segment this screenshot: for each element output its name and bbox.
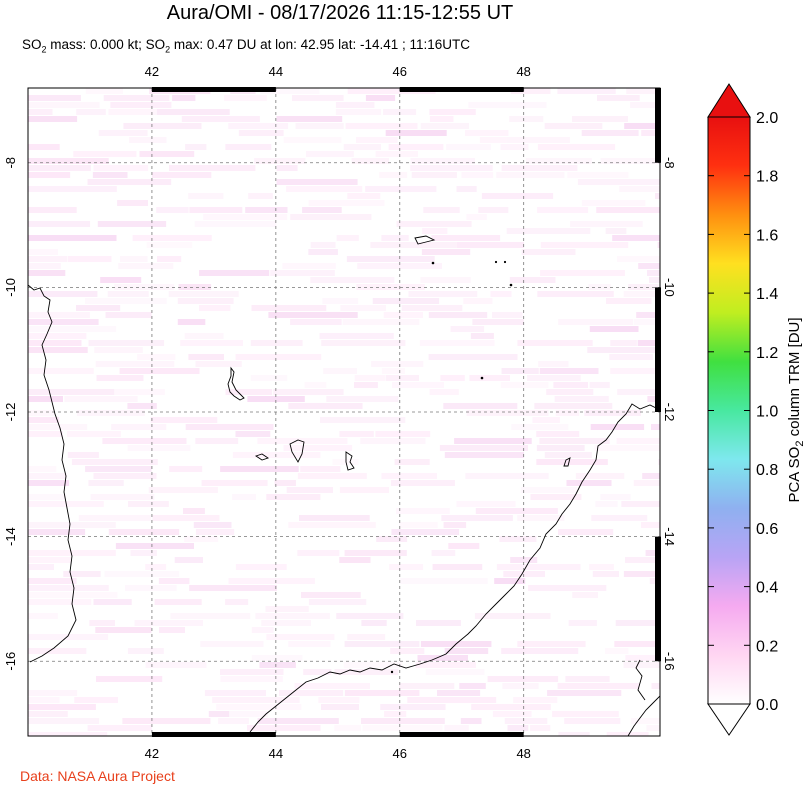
coastlines [28, 235, 660, 736]
lat-tick-label-left: -12 [3, 403, 18, 422]
lat-tick-label-left: -8 [3, 157, 18, 169]
colorbar-tick-label: 0.0 [756, 697, 778, 714]
colorbar-tick-label: 0.4 [756, 580, 778, 597]
lat-tick-label-right: -12 [662, 403, 677, 422]
colorbar-tick-label: 0.6 [756, 521, 778, 538]
colorbar-tick-label: 1.8 [756, 169, 778, 186]
axis-tick-labels: 42 42 44 44 46 46 48 48 -8 -8 -10 -10 -12 -12 -14 -14 -1… [3, 64, 677, 761]
lon-tick-label-bottom: 48 [516, 746, 530, 761]
lat-tick-label-right: -14 [662, 527, 677, 546]
so2-retrieval-haze [28, 88, 660, 736]
lat-tick-label-left: -14 [3, 527, 18, 546]
frame-bar-bottom [399, 732, 524, 737]
frame-bar-bottom [151, 732, 276, 737]
frame-bar-top [151, 87, 276, 92]
lat-tick-label-left: -16 [3, 652, 18, 671]
colorbar-tick-label: 1.0 [756, 404, 778, 421]
lat-tick-label-right: -8 [662, 157, 677, 169]
colorbar-min-arrow [707, 703, 751, 736]
data-credit: Data: NASA Aura Project [20, 768, 175, 784]
colorbar-tick-label: 0.8 [756, 462, 778, 479]
colorbar-label: PCA SO2 column TRM [DU] [786, 317, 806, 502]
lon-tick-label-top: 42 [145, 64, 159, 79]
map-grid [28, 88, 660, 736]
lat-tick-label-right: -10 [662, 278, 677, 297]
lat-tick-label-right: -16 [662, 652, 677, 671]
frame-bar-right [655, 88, 661, 163]
colorbar-tick-label: 2.0 [756, 110, 778, 127]
colorbar-tick-label: 1.4 [756, 286, 778, 303]
colorbar-ramp [707, 116, 751, 705]
frame-tick-bars [151, 87, 661, 737]
small-islands [390, 260, 513, 674]
colorbar-tick-label: 0.2 [756, 638, 778, 655]
lon-tick-label-bottom: 44 [269, 746, 283, 761]
lon-tick-label-top: 46 [393, 64, 407, 79]
frame-bar-right [655, 287, 661, 412]
colorbar-ticks: 0.0 0.2 0.4 0.6 0.8 1.0 1.2 1.4 1.6 1.8 2.0 [708, 110, 778, 714]
colorbar-tick-label: 1.6 [756, 227, 778, 244]
colorbar-max-arrow [707, 83, 751, 118]
lon-tick-label-bottom: 46 [393, 746, 407, 761]
frame-bar-right [655, 536, 661, 662]
lat-tick-label-left: -10 [3, 278, 18, 297]
lon-tick-label-top: 48 [516, 64, 530, 79]
frame-bar-top [399, 87, 524, 92]
subtitle: SO2 mass: 0.000 kt; SO2 max: 0.47 DU at … [22, 37, 471, 55]
lon-tick-label-bottom: 42 [145, 746, 159, 761]
colorbar-tick-label: 1.2 [756, 345, 778, 362]
lon-tick-label-top: 44 [269, 64, 283, 79]
page-title: Aura/OMI - 08/17/2026 11:15-12:55 UT [166, 2, 514, 24]
